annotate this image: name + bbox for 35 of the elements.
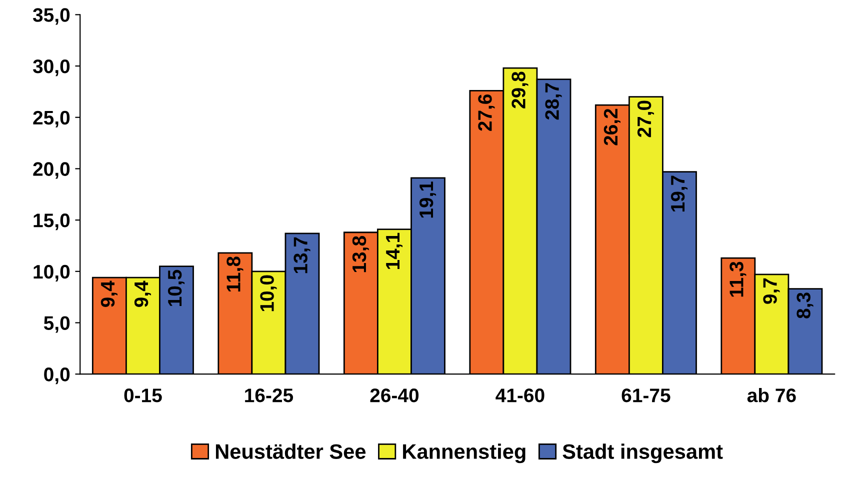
y-tick-label: 10,0	[34, 264, 70, 282]
data-label: 26,2	[604, 108, 620, 146]
data-label: 27,6	[478, 94, 495, 131]
data-label: 14,1	[386, 232, 402, 269]
data-label: 9,4	[100, 280, 118, 307]
x-tick-label: ab 76	[747, 388, 796, 402]
x-tick-label: 16-25	[245, 388, 294, 402]
data-label: 19,7	[670, 176, 688, 212]
data-label: 19,1	[419, 182, 436, 218]
data-label: 27,0	[637, 100, 654, 138]
x-tick-label: 26-40	[370, 388, 419, 402]
data-label: 9,7	[763, 278, 780, 304]
data-label: 10,0	[260, 275, 277, 312]
y-tick-label: 20,0	[33, 162, 70, 179]
data-label: 29,8	[512, 72, 528, 108]
data-label: 11,8	[226, 256, 244, 292]
legend-label: Stadt insgesamt	[562, 444, 723, 464]
y-tick-label: 30,0	[32, 59, 70, 76]
data-label: 13,7	[294, 237, 310, 274]
x-tick-label: 61-75	[622, 388, 670, 402]
data-label: 11,3	[730, 262, 746, 297]
y-tick-label: 35,0	[32, 8, 70, 25]
y-tick-label: 0,0	[44, 368, 70, 384]
legend-label: Kannenstieg	[403, 444, 526, 464]
data-label: 9,4	[134, 280, 151, 307]
x-tick-label: 41-60	[496, 388, 544, 402]
data-label: 13,8	[352, 236, 369, 272]
legend-label: Neustädter See	[216, 444, 366, 459]
y-tick-label: 15,0	[34, 214, 70, 230]
data-label: 28,7	[545, 83, 562, 120]
data-label: 8,3	[796, 292, 814, 318]
x-tick-label: 0-15	[124, 388, 162, 402]
y-tick-label: 5,0	[44, 316, 70, 333]
y-tick-label: 25,0	[33, 110, 70, 128]
data-label: 10,5	[168, 270, 185, 306]
